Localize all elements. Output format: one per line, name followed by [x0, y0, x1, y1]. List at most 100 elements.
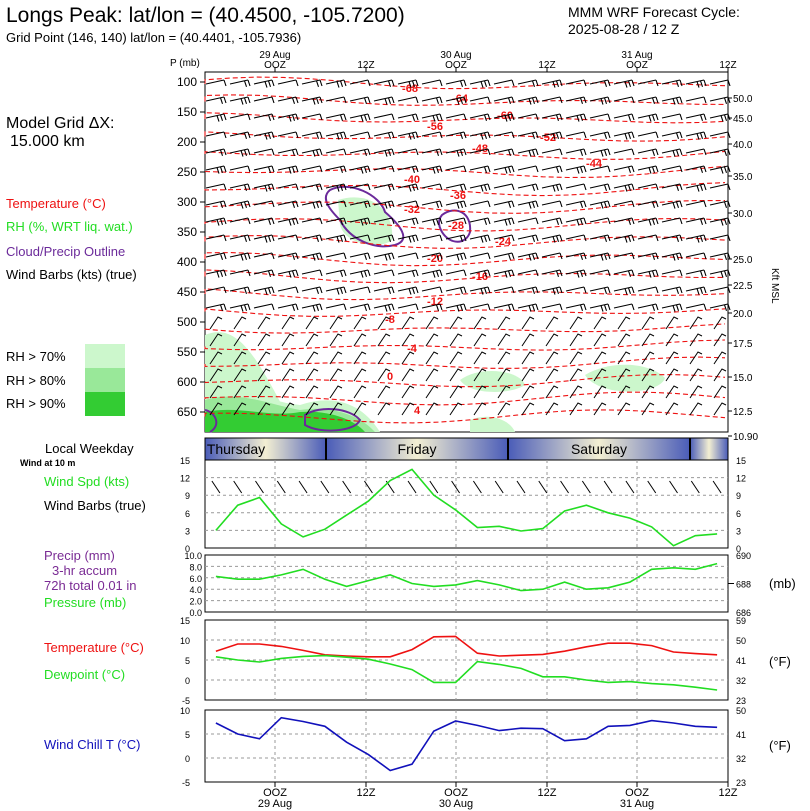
wind-barb [349, 96, 371, 104]
wind-barb [329, 368, 343, 382]
wind-barb [397, 286, 419, 295]
wind-barb [641, 402, 655, 416]
wind-barb [257, 333, 271, 347]
surface-wind-barb [233, 480, 243, 494]
wind-barb [305, 316, 319, 330]
wind-barb [445, 217, 467, 225]
wind-barb [665, 368, 679, 382]
temperature-contour [204, 288, 726, 301]
wind-barb [593, 385, 607, 399]
temperature-contour-label: -12 [427, 296, 443, 308]
wind-barb [497, 333, 511, 347]
wind-barb [709, 200, 731, 208]
total-label: 72h total 0.01 in [44, 578, 137, 593]
rh80-swatch [85, 368, 125, 392]
wind-barb [517, 269, 539, 277]
wind-barb [229, 269, 251, 277]
wind-barb [541, 183, 563, 192]
p-axis-label: 400 [177, 255, 197, 269]
wind-barb [469, 303, 491, 311]
wind-barb [349, 200, 371, 208]
wind-barb [277, 113, 299, 122]
wind-barb [301, 200, 323, 209]
wind-barb [665, 351, 679, 365]
wind-barb [281, 333, 295, 347]
wind-barb [209, 316, 223, 330]
windchill-ytick-label: 0 [185, 754, 190, 764]
wind-barb [349, 183, 371, 191]
wind-barb [613, 200, 635, 208]
wind-barb [637, 269, 659, 278]
wind-barb [281, 351, 295, 365]
temperature-label: Temperature (°C) [44, 640, 144, 655]
wind-barb [469, 286, 491, 295]
wind-barb [205, 96, 227, 104]
wind-barb [613, 286, 635, 295]
wind-barb [493, 183, 515, 191]
wind-barb [445, 113, 467, 121]
wind-ytick-label-right: 9 [736, 491, 741, 501]
p-axis-label: 550 [177, 345, 197, 359]
wind-barb [349, 79, 371, 87]
temperature-contour [204, 356, 726, 369]
wind-barb [301, 113, 323, 121]
wind-barb [205, 79, 227, 87]
wind-barb [565, 165, 587, 174]
wind-barb [541, 217, 563, 225]
wind-barb [613, 79, 635, 88]
wind-barb [565, 183, 587, 191]
p-axis-title: P (mb) [170, 58, 200, 69]
wind-barb [589, 96, 611, 105]
wind-ytick-label: 15 [180, 456, 190, 466]
wind-barb [233, 402, 247, 416]
temperature-contour [204, 308, 726, 317]
wind-barb [709, 286, 731, 294]
wind-barb [565, 148, 587, 156]
wind-barb [637, 79, 659, 87]
wind-barb [349, 217, 371, 226]
wind-barb [521, 402, 535, 416]
wind-barb [301, 217, 323, 225]
wind-barb [305, 351, 319, 365]
wind-barb [685, 252, 707, 260]
legend-rh: RH (%, WRT liq. wat.) [6, 219, 133, 234]
wind-barb [449, 402, 463, 416]
weekday-label: Thursday [207, 441, 265, 457]
wind-barb [397, 165, 419, 173]
wind-barb [565, 217, 587, 226]
wind-barb [661, 131, 683, 139]
temperature-f-tick-label: 23 [736, 696, 746, 706]
wind-barb [257, 368, 271, 382]
wind-barb [233, 316, 247, 330]
height-axis-label: 50.0 [733, 94, 753, 105]
wind-barb [637, 234, 659, 242]
wind-barb [665, 333, 679, 347]
pressure-ytick-label: 690 [736, 551, 751, 561]
legend-rh70: RH > 70% [6, 349, 66, 364]
wind-barb [325, 303, 347, 311]
wind-barb [713, 385, 727, 399]
wind-barb [401, 368, 415, 382]
pressure-label: Pressure (mb) [44, 595, 127, 610]
pressure-line [215, 562, 718, 592]
precip-ytick-label: 0.0 [189, 608, 202, 618]
wind-barb [541, 303, 563, 311]
temperature-contour [204, 323, 726, 334]
wind-barb [469, 113, 491, 121]
p-axis-label: 600 [177, 375, 197, 389]
wind-barb [301, 234, 323, 242]
wind-barb [641, 385, 655, 399]
temperature-f-tick-label: 50 [736, 636, 746, 646]
wind-barb [421, 286, 443, 294]
wind-barb [661, 148, 683, 157]
wind-barb [445, 200, 467, 209]
wind-barb [469, 183, 491, 192]
wind-barb [445, 131, 467, 139]
wind-barb [377, 402, 391, 416]
wind-barb [493, 96, 515, 104]
wind-barb [253, 165, 275, 173]
wind-barb [685, 79, 707, 88]
wind-barb [665, 385, 679, 399]
temperature-contour-label: -28 [448, 220, 464, 232]
wind-barb [253, 183, 275, 192]
